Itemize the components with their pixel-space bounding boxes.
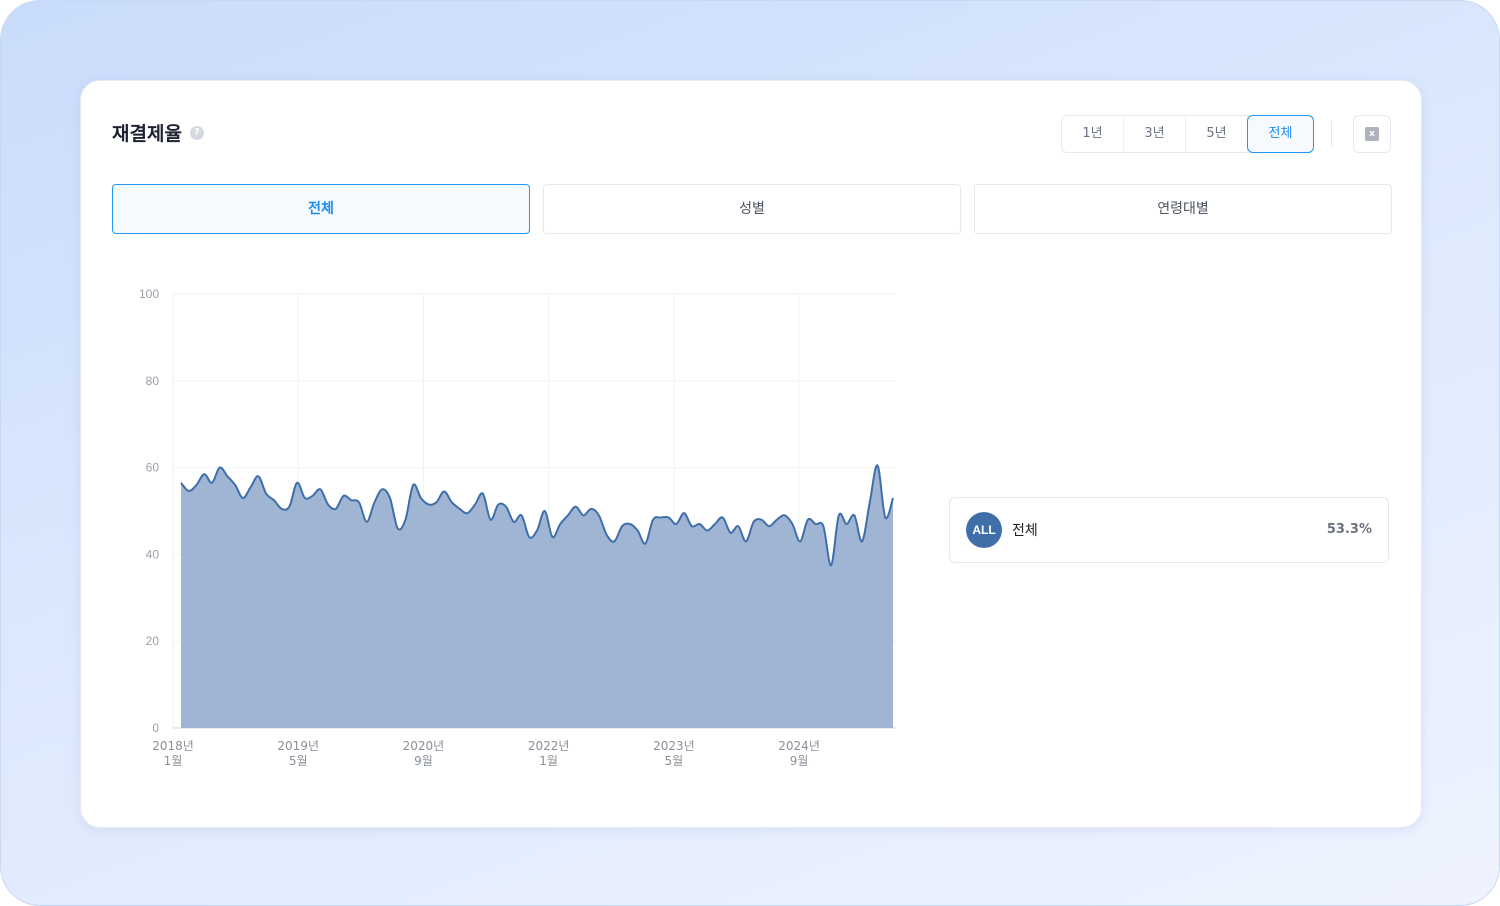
x-tick-label: 9월 — [414, 754, 433, 768]
period-1y-button[interactable]: 1년 — [1062, 116, 1124, 152]
period-all-button[interactable]: 전체 — [1247, 115, 1314, 153]
area-chart: 0204060801002018년1월2019년5월2020년9월2022년1월… — [139, 287, 896, 768]
period-selector: 1년 3년 5년 전체 — [1061, 115, 1314, 153]
x-tick-label: 5월 — [665, 754, 684, 768]
title-text: 재결제율 — [112, 123, 182, 145]
excel-download-button[interactable]: x — [1353, 115, 1391, 153]
legend-item[interactable]: ALL 전체 53.3% — [949, 497, 1389, 563]
period-3y-button[interactable]: 3년 — [1124, 116, 1186, 152]
legend-name: 전체 — [1012, 523, 1038, 539]
y-tick-label: 60 — [146, 461, 160, 475]
period-5y-button[interactable]: 5년 — [1186, 116, 1248, 152]
y-tick-label: 0 — [152, 721, 159, 735]
x-tick-label: 1월 — [164, 754, 183, 768]
area-fill — [181, 465, 893, 728]
y-tick-label: 80 — [146, 374, 160, 388]
x-tick-label: 2022년 — [528, 739, 570, 753]
x-tick-label: 2018년 — [152, 739, 194, 753]
tab-gender[interactable]: 성별 — [543, 184, 961, 234]
x-tick-label: 1월 — [539, 754, 558, 768]
repurchase-rate-card: 재결제율 ? 1년 3년 5년 전체 x 전체 성별 연령대별 0 20 40 60 8… — [80, 80, 1422, 828]
y-tick-label: 100 — [139, 287, 159, 301]
x-tick-label: 2019년 — [277, 739, 319, 753]
card-title: 재결제율 ? — [112, 119, 204, 146]
all-badge: ALL — [966, 512, 1002, 548]
y-tick-label: 20 — [146, 634, 160, 648]
x-tick-label: 2023년 — [653, 739, 695, 753]
x-tick-label: 9월 — [790, 754, 809, 768]
legend-value: 53.3% — [1326, 522, 1372, 537]
x-tick-label: 2020년 — [403, 739, 445, 753]
tab-all[interactable]: 전체 — [112, 184, 530, 234]
excel-download-icon: x — [1365, 127, 1379, 141]
x-tick-label: 2024년 — [778, 739, 820, 753]
y-tick-label: 40 — [146, 547, 160, 561]
x-tick-label: 5월 — [289, 754, 308, 768]
divider — [1331, 121, 1332, 147]
tab-age[interactable]: 연령대별 — [974, 184, 1392, 234]
segment-tabs: 전체 성별 연령대별 — [112, 184, 1392, 234]
question-circle-icon[interactable]: ? — [189, 125, 204, 140]
